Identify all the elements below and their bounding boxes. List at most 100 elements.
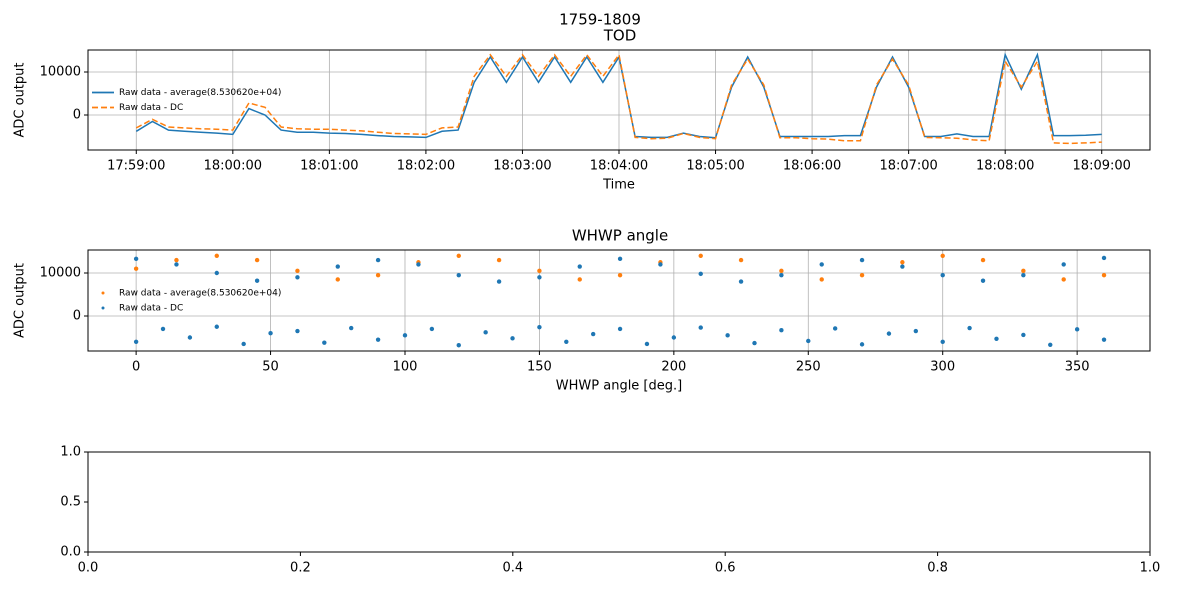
x-tick-label: 0 <box>132 360 140 375</box>
y-tick-label: 0 <box>73 108 81 123</box>
data-point <box>671 335 677 340</box>
x-tick-label: 18:08:00 <box>976 159 1034 174</box>
data-point <box>900 264 905 269</box>
data-point <box>174 257 179 263</box>
legend-label: Raw data - average(8.530620e+04) <box>119 88 281 98</box>
data-point <box>1021 272 1026 278</box>
x-tick-label: 350 <box>1065 360 1090 375</box>
legend-swatch <box>101 306 105 310</box>
data-point <box>698 271 703 277</box>
data-point <box>1021 268 1026 274</box>
data-point <box>832 326 838 331</box>
x-tick-label: 250 <box>796 360 821 375</box>
data-point <box>644 341 650 347</box>
y-tick-label: 0.5 <box>60 495 81 510</box>
figure-title: 1759-1809 <box>559 11 641 29</box>
x-tick-label: 18:02:00 <box>397 159 455 174</box>
data-point <box>900 260 905 265</box>
data-point <box>174 262 179 267</box>
data-point <box>295 328 300 334</box>
x-tick-label: 100 <box>393 360 418 375</box>
legend-label: Raw data - DC <box>119 103 183 113</box>
x-tick-label: 18:07:00 <box>879 159 937 174</box>
x-tick-label: 50 <box>262 360 279 375</box>
data-point <box>214 253 219 259</box>
y-tick-label: 0.0 <box>60 545 81 560</box>
data-point <box>416 262 421 267</box>
data-point <box>335 264 340 269</box>
data-point <box>254 278 260 283</box>
data-point <box>779 272 784 278</box>
y-axis-label: ADC output <box>13 63 28 138</box>
data-point <box>725 333 730 338</box>
data-point <box>349 325 354 331</box>
data-point <box>268 330 273 336</box>
axes: 0 50 100 150 200 250 300 350 0 10000 WHWP angle WHW… <box>13 227 1151 394</box>
x-tick-label: 17:59:00 <box>107 159 165 174</box>
data-point <box>187 335 193 340</box>
data-point <box>658 262 663 267</box>
x-tick-label: 0.0 <box>78 561 99 576</box>
data-point <box>496 279 502 284</box>
data-point <box>375 337 381 342</box>
data-point <box>375 257 381 263</box>
data-point <box>859 272 865 278</box>
data-point <box>980 257 986 263</box>
data-point <box>335 277 340 282</box>
x-tick-label: 200 <box>661 360 686 375</box>
x-axis-label: Time <box>602 178 635 193</box>
x-tick-label: 0.8 <box>927 561 948 576</box>
data-point <box>886 331 892 336</box>
data-point <box>214 324 219 329</box>
legend-label: Raw data - DC <box>119 304 183 314</box>
axes-frame <box>87 451 1151 553</box>
data-point <box>819 262 824 267</box>
axes-frame <box>87 49 1151 151</box>
x-axis-label: WHWP angle [deg.] <box>556 379 682 394</box>
data-point <box>617 326 623 332</box>
data-point <box>738 279 744 284</box>
data-point <box>1061 262 1066 267</box>
x-tick-label: 18:06:00 <box>783 159 841 174</box>
data-point <box>1021 332 1026 338</box>
data-point <box>456 272 461 278</box>
x-tick-label: 300 <box>930 360 955 375</box>
y-tick-label: 10000 <box>40 65 81 80</box>
data-point <box>456 253 461 259</box>
x-tick-label: 150 <box>527 360 552 375</box>
data-point <box>402 333 408 338</box>
data-point <box>698 253 703 259</box>
data-point <box>510 336 515 341</box>
axes-frame <box>87 249 1151 352</box>
data-point <box>133 256 139 262</box>
data-point <box>577 264 582 269</box>
x-tick-label: 1.0 <box>1140 561 1161 576</box>
x-tick-label: 18:05:00 <box>686 159 744 174</box>
x-tick-label: 18:01:00 <box>300 159 358 174</box>
data-point <box>295 275 300 280</box>
data-point <box>577 277 582 282</box>
data-point <box>429 326 435 332</box>
legend-swatch <box>101 291 105 295</box>
y-tick-label: 10000 <box>40 266 81 281</box>
data-point <box>214 270 219 276</box>
legend-label: Raw data - average(8.530620e+04) <box>119 289 281 299</box>
x-tick-label: 18:00:00 <box>204 159 262 174</box>
data-point <box>752 340 757 346</box>
data-point <box>160 326 166 332</box>
data-point <box>133 266 139 271</box>
x-tick-label: 0.2 <box>290 561 311 576</box>
data-point <box>133 339 139 344</box>
y-axis-label: ADC output <box>13 263 28 338</box>
data-point <box>1061 277 1066 282</box>
data-point <box>295 268 300 274</box>
data-point <box>254 257 260 263</box>
data-line <box>135 52 1102 145</box>
data-point <box>994 336 999 341</box>
data-point <box>590 331 596 337</box>
axes: 0.0 0.2 0.4 0.6 0.8 1.0 0.0 0.5 1.0 <box>60 445 1160 576</box>
data-point <box>698 325 703 330</box>
data-point <box>980 278 986 283</box>
data-point <box>1101 272 1107 278</box>
